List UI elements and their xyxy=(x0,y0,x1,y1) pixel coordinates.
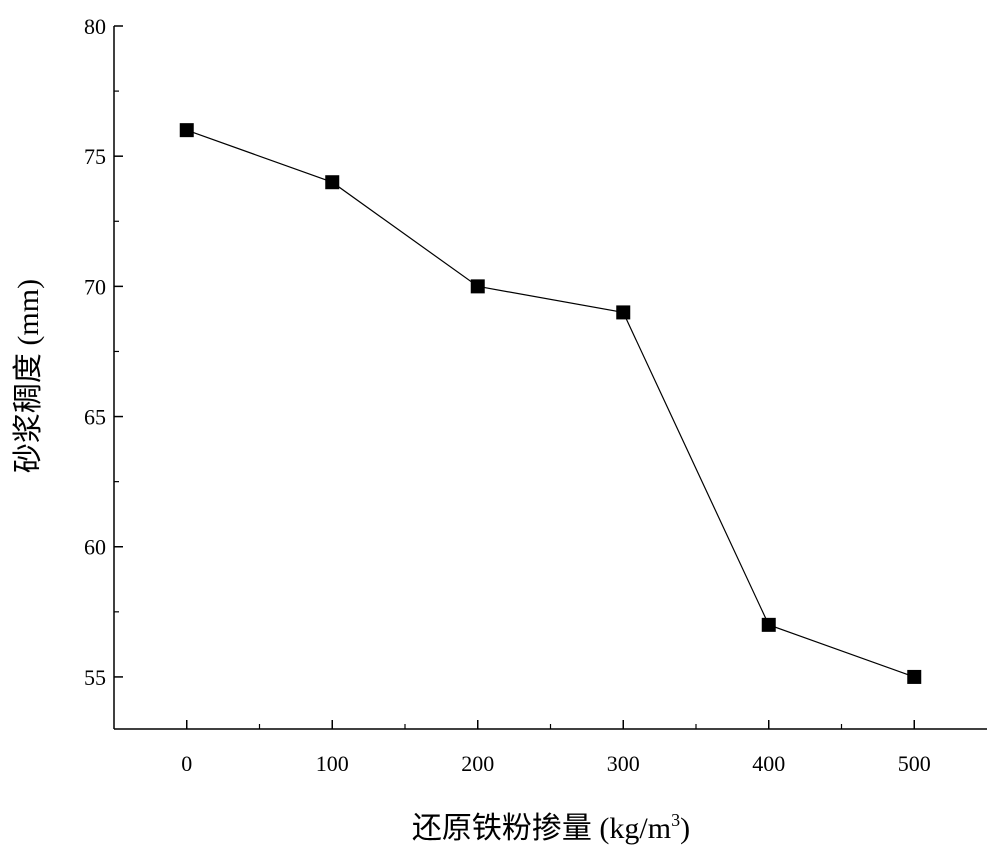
x-tick-label: 100 xyxy=(316,751,349,776)
data-point-marker xyxy=(471,279,485,293)
series-line xyxy=(187,130,915,677)
x-axis-title: 还原铁粉掺量 (kg/m3) xyxy=(412,810,690,845)
data-point-marker xyxy=(180,123,194,137)
y-tick-label: 65 xyxy=(84,405,106,430)
x-axis-title-superscript: 3 xyxy=(671,810,680,830)
series xyxy=(180,123,922,684)
y-tick-label: 55 xyxy=(84,665,106,690)
y-tick-label: 70 xyxy=(84,274,106,299)
x-tick-label: 300 xyxy=(607,751,640,776)
x-axis-title-main: 还原铁粉掺量 (kg/m xyxy=(412,812,671,845)
y-tick-label: 60 xyxy=(84,535,106,560)
x-tick-label: 400 xyxy=(752,751,785,776)
data-point-marker xyxy=(325,175,339,189)
y-tick-label: 75 xyxy=(84,144,106,169)
data-point-marker xyxy=(616,305,630,319)
x-tick-label: 500 xyxy=(898,751,931,776)
y-axis-title: 砂浆稠度 (mm) xyxy=(12,279,45,473)
y-ticks: 55 60 65 70 75 80 xyxy=(84,14,123,690)
y-tick-label: 80 xyxy=(84,14,106,39)
x-axis-title-suffix: ) xyxy=(680,812,690,845)
axes xyxy=(114,26,987,729)
x-tick-label: 200 xyxy=(461,751,494,776)
data-point-marker xyxy=(907,670,921,684)
data-point-marker xyxy=(762,618,776,632)
x-tick-label: 0 xyxy=(181,751,192,776)
